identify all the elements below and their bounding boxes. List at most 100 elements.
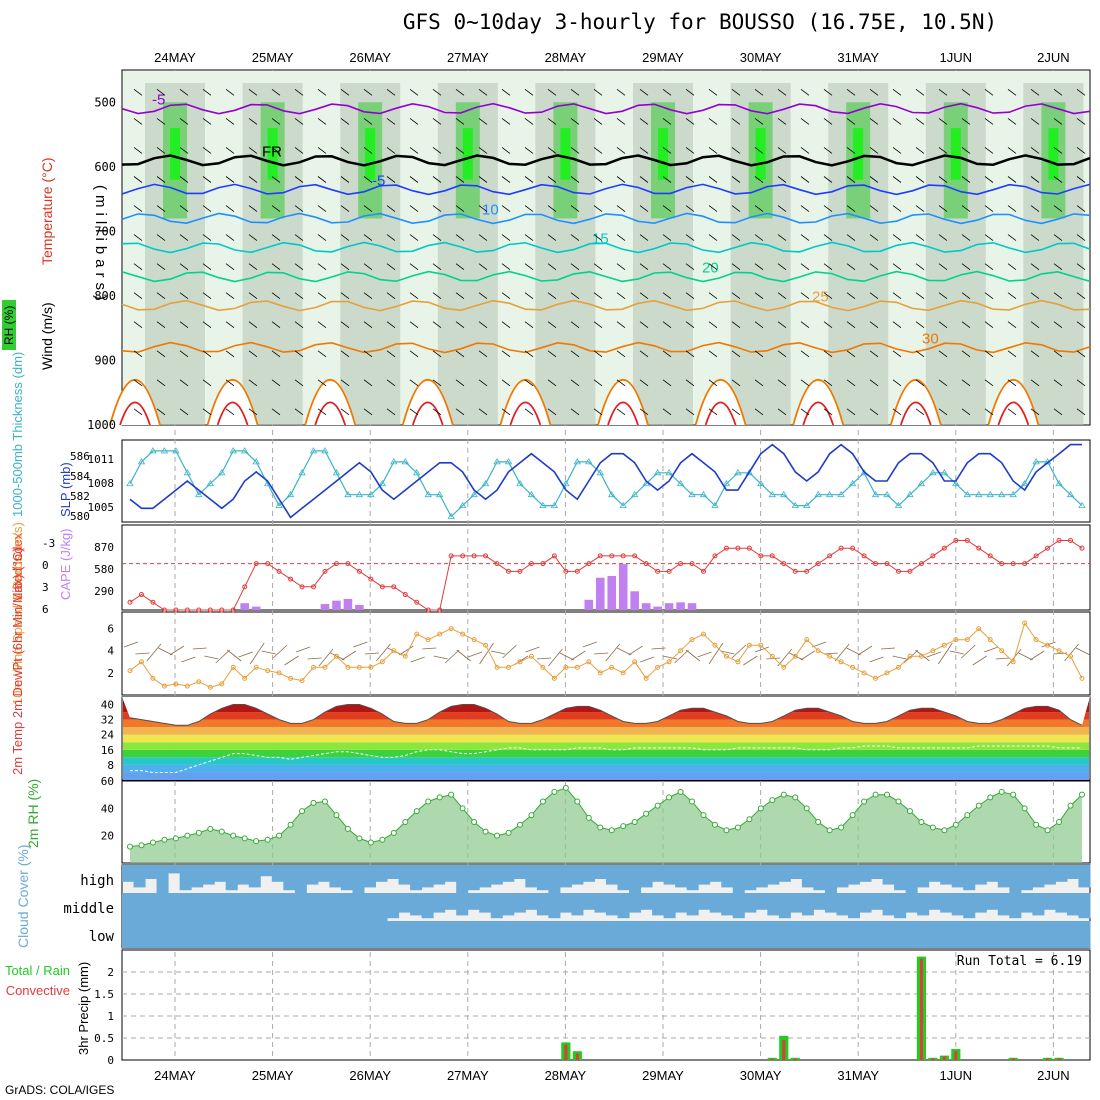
cape-bar	[240, 603, 249, 610]
wind-barb	[1007, 176, 1017, 183]
thickness-marker	[309, 447, 318, 454]
wind-speed-marker	[976, 626, 982, 632]
wind-barb-10m	[754, 646, 769, 653]
slp-tick-label: 1011	[88, 453, 115, 466]
thickness-marker	[837, 490, 845, 498]
cloud-bar-low	[986, 921, 999, 948]
wind-barb	[455, 147, 465, 154]
rh-marker	[918, 819, 925, 825]
cloud-bar-middle	[202, 893, 215, 921]
wind-barb	[639, 408, 649, 416]
cloud-bar-high	[732, 865, 745, 893]
legend-wind: Wind (m/s)	[39, 302, 55, 370]
rh-marker	[425, 798, 432, 805]
wind-barb-10m	[926, 651, 942, 658]
wind-barb	[317, 408, 327, 416]
wind-barb	[179, 205, 189, 212]
wind-barb	[777, 292, 787, 300]
cloud-bar-middle	[698, 893, 711, 910]
wind-barb	[869, 408, 879, 416]
cloud-bar-low	[1043, 921, 1056, 948]
wind-barb-10m	[857, 645, 873, 656]
rh-saturated-core	[1048, 128, 1059, 180]
thickness-marker	[550, 501, 559, 508]
wind-barb	[1076, 379, 1086, 387]
li-marker	[345, 561, 351, 567]
wind-barb	[593, 176, 603, 183]
cloud-bar-high	[145, 865, 158, 879]
wind-barb	[892, 292, 902, 300]
wind-barb	[271, 205, 281, 212]
wind-barb-10m	[318, 648, 334, 667]
cape-tick-label: 870	[94, 541, 114, 554]
cloud-bar-high	[790, 865, 803, 879]
dewpoint-line	[130, 745, 1082, 773]
cloud-bar-middle	[260, 893, 273, 921]
wind-barb	[478, 147, 488, 154]
wind-barb-10m	[261, 650, 276, 655]
wind-barb	[225, 263, 235, 270]
li-marker	[712, 553, 718, 559]
wind-barb	[1076, 176, 1086, 183]
wind-barb-10m	[594, 652, 609, 655]
wind-barb	[800, 321, 810, 329]
li-marker	[655, 568, 661, 574]
thickness-marker	[149, 447, 157, 454]
wind-barb	[938, 118, 948, 125]
wind-barb	[961, 321, 971, 329]
thickness-marker	[435, 490, 444, 498]
cloud-bar-middle	[686, 893, 699, 916]
cloud-bar-high	[986, 865, 999, 882]
temperature-contour	[121, 183, 1091, 196]
cloud-bar-high	[997, 865, 1010, 888]
li-marker	[184, 607, 190, 613]
cloud-bar-high	[686, 865, 699, 891]
cloud-bar-middle	[1043, 893, 1056, 910]
wind-barb	[202, 292, 212, 300]
wind-barb	[938, 234, 948, 241]
wind-barb	[1076, 205, 1086, 212]
wind-speed-marker	[173, 681, 179, 687]
cape-bar	[607, 576, 617, 610]
legend-total-rain: Total / Rain	[5, 963, 70, 978]
wind-barb	[869, 263, 879, 270]
wind-barb	[570, 292, 580, 300]
cloud-bar-high	[283, 865, 296, 891]
wind-barb	[547, 89, 557, 96]
wind-barb	[800, 234, 810, 241]
rh-marker	[723, 827, 730, 834]
cloud-bar-middle	[317, 893, 330, 921]
precip-convective-bar	[793, 1058, 797, 1060]
cape-bar	[320, 604, 330, 610]
thickness-marker	[573, 458, 582, 465]
precip-tick-label: 2	[107, 966, 114, 979]
rh-marker	[310, 799, 317, 806]
li-marker	[964, 537, 970, 543]
wind-barb	[639, 379, 649, 387]
thickness-marker	[688, 490, 696, 498]
cloud-bar-low	[836, 921, 849, 948]
wind-barb-10m	[605, 643, 621, 662]
cloud-bar-low	[467, 921, 480, 948]
cloud-bar-middle	[1055, 893, 1068, 913]
rh-marker	[1056, 819, 1063, 825]
thickness-marker	[1020, 479, 1029, 487]
cloud-bar-low	[997, 921, 1010, 948]
thickness-marker	[378, 479, 387, 487]
wind-barb-10m	[536, 657, 551, 660]
wind-barb	[1007, 321, 1017, 329]
wind-barb	[685, 205, 695, 212]
rh-marker	[1033, 821, 1040, 828]
wind-speed-marker	[528, 653, 534, 659]
cloud-bar-high	[548, 865, 561, 893]
chart-title-text: GFS 0~10day 3-hourly for BOUSSO (16.75E,…	[402, 10, 998, 34]
wind-barb	[754, 118, 764, 125]
wind-barb	[202, 234, 212, 241]
wind-barb-10m	[1041, 641, 1056, 648]
rh-saturated-core	[658, 128, 668, 180]
wind-barb	[478, 350, 488, 358]
wind-barb	[731, 89, 741, 96]
cloud-bar-middle	[1009, 893, 1022, 919]
wind-barb	[386, 234, 396, 241]
thickness-marker	[481, 479, 490, 487]
